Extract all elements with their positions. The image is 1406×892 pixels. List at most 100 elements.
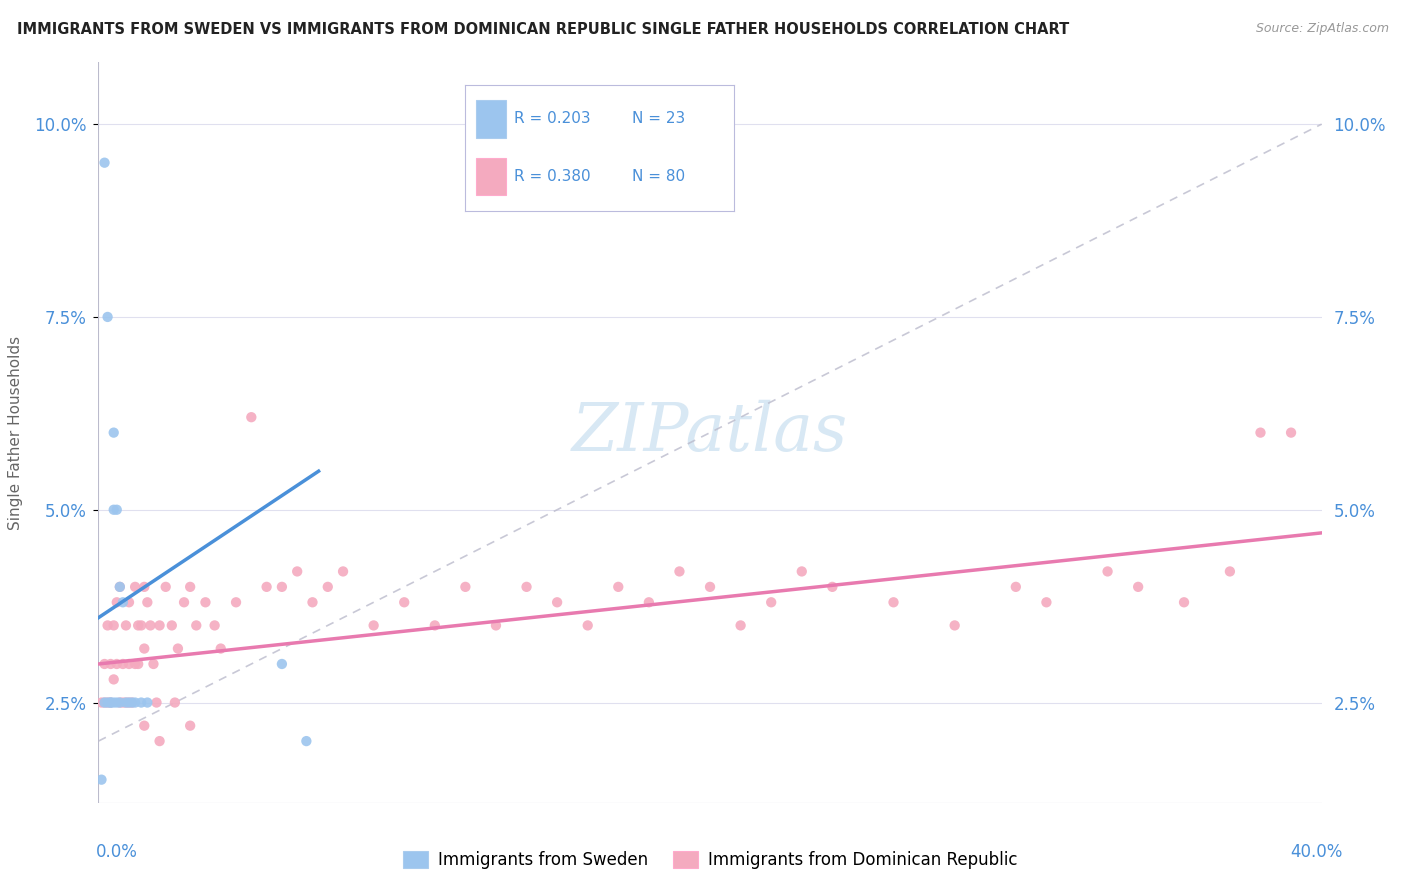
Point <box>516 580 538 594</box>
Point <box>108 696 131 710</box>
Point <box>105 657 128 671</box>
Point <box>100 696 122 710</box>
Point <box>270 657 292 671</box>
Point <box>392 595 416 609</box>
Point <box>108 580 131 594</box>
Point <box>160 618 183 632</box>
Point <box>155 580 177 594</box>
Point <box>209 641 232 656</box>
Point <box>295 734 318 748</box>
Point <box>423 618 446 632</box>
Point <box>145 696 167 710</box>
Point <box>115 696 138 710</box>
Point <box>105 595 128 609</box>
Point <box>108 696 131 710</box>
Point <box>105 696 128 710</box>
Point <box>118 696 141 710</box>
Point <box>240 410 263 425</box>
Point <box>127 618 149 632</box>
Point <box>883 595 905 609</box>
Point <box>97 618 120 632</box>
Point <box>332 565 354 579</box>
Point <box>730 618 752 632</box>
Point <box>103 502 125 516</box>
Point <box>285 565 308 579</box>
Point <box>576 618 599 632</box>
Point <box>97 696 120 710</box>
Point <box>179 719 201 733</box>
Point <box>111 595 134 609</box>
Point <box>97 696 120 710</box>
Point <box>139 618 162 632</box>
Point <box>108 580 131 594</box>
Point <box>607 580 630 594</box>
Point <box>121 696 143 710</box>
Point <box>111 696 134 710</box>
Point <box>103 696 125 710</box>
Text: 40.0%: 40.0% <box>1291 843 1343 861</box>
Point <box>97 310 120 324</box>
Point <box>699 580 721 594</box>
Point <box>485 618 508 632</box>
Point <box>93 696 115 710</box>
Point <box>179 580 201 594</box>
Point <box>136 595 159 609</box>
Point <box>363 618 385 632</box>
Point <box>149 734 172 748</box>
Point <box>136 696 159 710</box>
Point <box>118 595 141 609</box>
Point <box>301 595 323 609</box>
Point <box>1219 565 1241 579</box>
Point <box>100 657 122 671</box>
Y-axis label: Single Father Households: Single Father Households <box>8 335 22 530</box>
Text: Source: ZipAtlas.com: Source: ZipAtlas.com <box>1256 22 1389 36</box>
Point <box>173 595 195 609</box>
Point <box>270 580 292 594</box>
Point <box>790 565 813 579</box>
Point <box>1173 595 1195 609</box>
Point <box>821 580 844 594</box>
Point <box>134 641 156 656</box>
Point <box>134 719 156 733</box>
Point <box>194 595 217 609</box>
Point <box>225 595 247 609</box>
Point <box>1035 595 1057 609</box>
Point <box>546 595 568 609</box>
Point <box>103 673 125 687</box>
Point <box>90 696 112 710</box>
Point <box>129 696 152 710</box>
Point <box>142 657 165 671</box>
Point <box>111 657 134 671</box>
Point <box>118 657 141 671</box>
Point <box>149 618 172 632</box>
Point <box>943 618 966 632</box>
Point <box>93 657 115 671</box>
Point <box>124 696 146 710</box>
Point <box>115 618 138 632</box>
Point <box>316 580 339 594</box>
Point <box>103 425 125 440</box>
Text: IMMIGRANTS FROM SWEDEN VS IMMIGRANTS FROM DOMINICAN REPUBLIC SINGLE FATHER HOUSE: IMMIGRANTS FROM SWEDEN VS IMMIGRANTS FRO… <box>17 22 1069 37</box>
Point <box>90 772 112 787</box>
Point <box>129 618 152 632</box>
Point <box>163 696 186 710</box>
Text: 0.0%: 0.0% <box>96 843 138 861</box>
Point <box>124 657 146 671</box>
Point <box>127 657 149 671</box>
Point <box>100 696 122 710</box>
Point <box>668 565 690 579</box>
Point <box>100 696 122 710</box>
Point <box>1097 565 1119 579</box>
Point <box>204 618 226 632</box>
Point <box>1004 580 1026 594</box>
Point <box>454 580 477 594</box>
Point <box>103 618 125 632</box>
Point <box>1249 425 1271 440</box>
Point <box>186 618 208 632</box>
Point <box>118 696 141 710</box>
Point <box>256 580 278 594</box>
Point <box>93 155 115 169</box>
Point <box>1128 580 1150 594</box>
Text: ZIPatlas: ZIPatlas <box>572 400 848 466</box>
Point <box>105 502 128 516</box>
